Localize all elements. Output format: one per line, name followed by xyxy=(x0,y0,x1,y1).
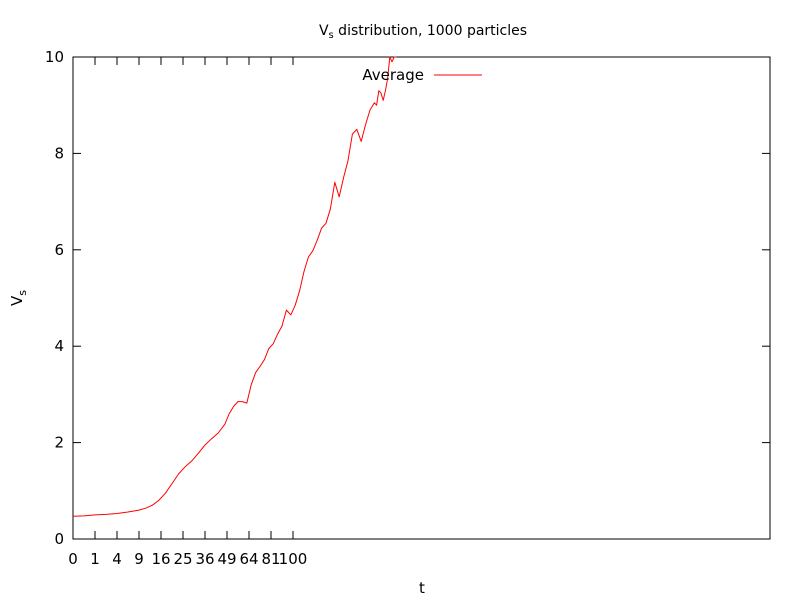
y-tick-label: 2 xyxy=(54,434,64,452)
legend: Average xyxy=(362,66,482,84)
chart-title: Vs distribution, 1000 particles xyxy=(319,23,527,41)
y-tick-label: 10 xyxy=(45,48,64,66)
plot-frame xyxy=(72,56,771,540)
x-tick-label: 100 xyxy=(279,550,308,568)
x-tick-label: 81 xyxy=(261,550,280,568)
x-axis-label: t xyxy=(419,579,425,597)
series-group xyxy=(72,56,397,517)
x-tick-label: 49 xyxy=(217,550,236,568)
y-tick-label: 6 xyxy=(54,241,64,259)
x-tick-label: 1 xyxy=(90,550,100,568)
y-axis-label: Vs xyxy=(8,290,29,306)
x-tick-label: 9 xyxy=(134,550,144,568)
x-tick-label: 36 xyxy=(195,550,214,568)
legend-label: Average xyxy=(362,66,424,84)
y-tick-label: 8 xyxy=(54,144,64,162)
x-tick-label: 4 xyxy=(112,550,122,568)
series-line xyxy=(72,56,397,517)
x-tick-label: 64 xyxy=(239,550,258,568)
y-tick-label: 0 xyxy=(54,530,64,548)
x-tick-label: 0 xyxy=(68,550,78,568)
x-tick-label: 25 xyxy=(173,550,192,568)
y-tick-label: 4 xyxy=(54,337,64,355)
x-tick-label: 16 xyxy=(151,550,170,568)
